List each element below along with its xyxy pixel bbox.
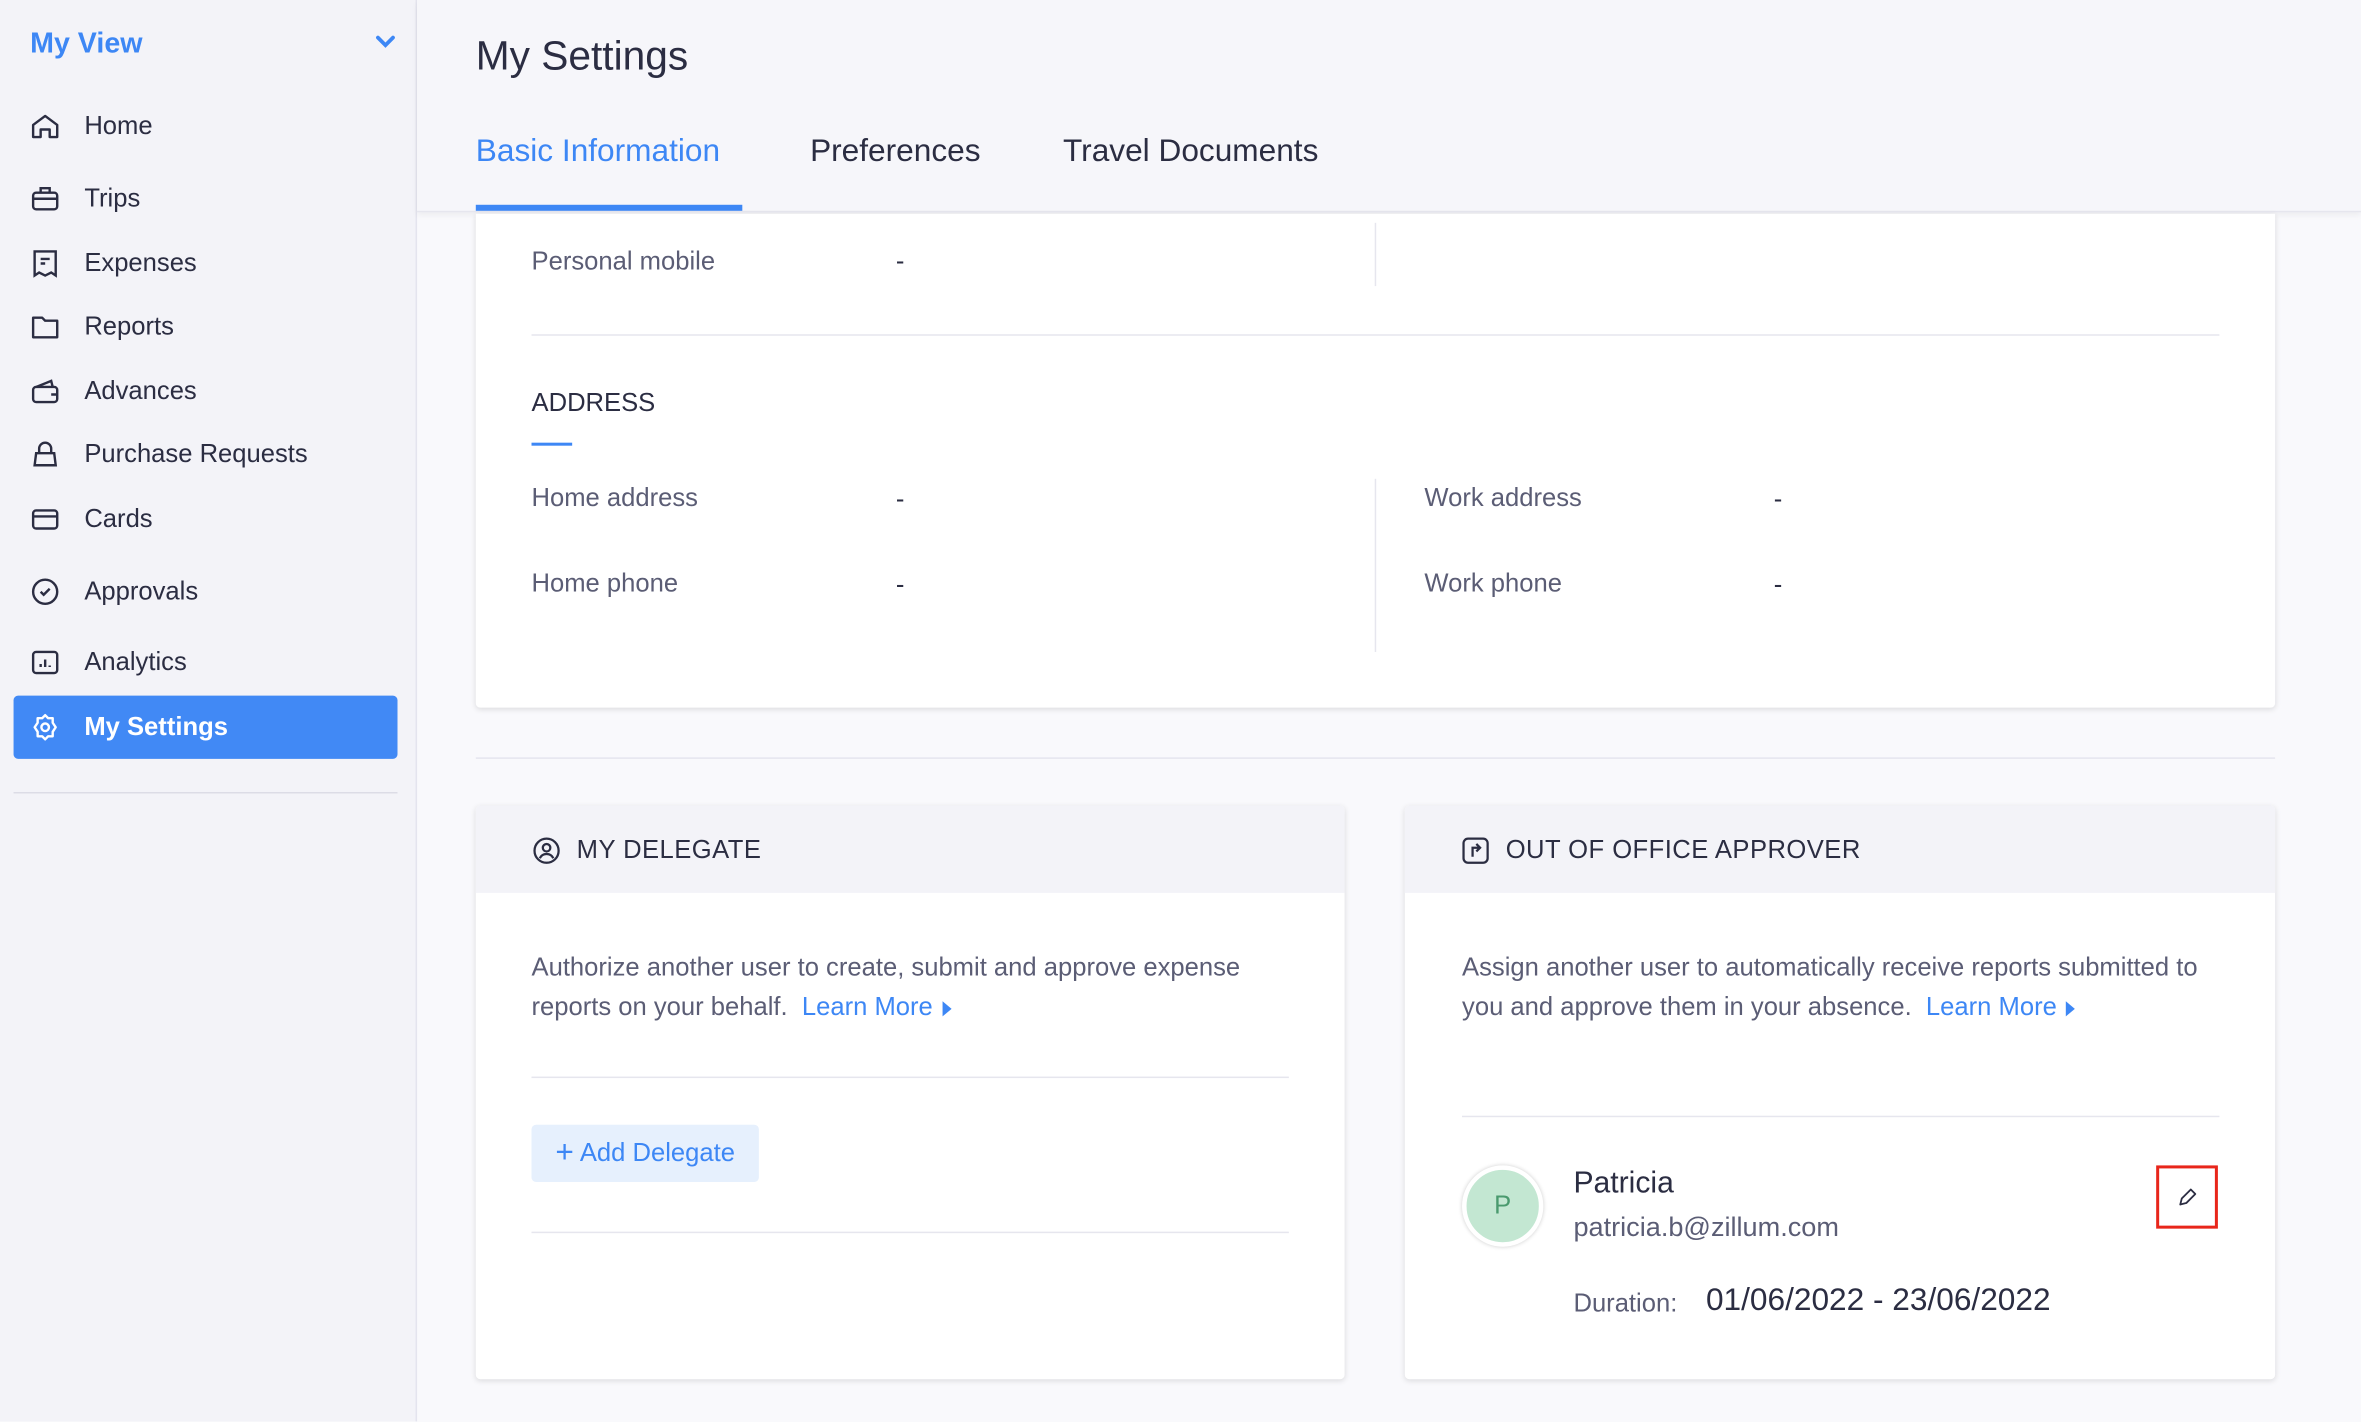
sidebar-item-approvals[interactable]: Approvals <box>14 562 398 622</box>
sidebar-divider <box>13 791 398 794</box>
address-heading: ADDRESS <box>531 388 656 418</box>
page-header <box>417 0 2361 213</box>
personal-mobile-value: - <box>895 246 905 276</box>
tab-travel-documents[interactable]: Travel Documents <box>1063 134 1319 169</box>
add-delegate-label: Add Delegate <box>579 1138 735 1167</box>
delegate-title: MY DELEGATE <box>576 835 762 865</box>
delegate-user-icon <box>533 837 560 864</box>
folder-icon <box>31 316 59 339</box>
sidebar-item-label: Reports <box>84 311 174 341</box>
caret-right-icon <box>941 1000 951 1016</box>
caret-right-icon <box>2065 1000 2075 1016</box>
approver-email: patricia.b@zillum.com <box>1573 1212 1839 1243</box>
briefcase-icon <box>31 187 59 211</box>
work-phone-value: - <box>1773 570 1783 600</box>
chevron-down-icon[interactable] <box>373 30 397 54</box>
chart-icon <box>31 650 59 675</box>
approver-name: Patricia <box>1573 1166 1674 1201</box>
avatar: P <box>1462 1165 1544 1247</box>
home-address-label: Home address <box>531 483 698 512</box>
edit-approver-button[interactable] <box>2156 1165 2218 1229</box>
delegate-description: Authorize another user to create, submit… <box>532 949 1300 1027</box>
sidebar-item-trips[interactable]: Trips <box>14 169 398 229</box>
sidebar-item-my-settings[interactable]: My Settings <box>13 695 398 759</box>
personal-mobile-label: Personal mobile <box>531 246 716 276</box>
ooo-description: Assign another user to automatically rec… <box>1462 949 2215 1027</box>
delegate-learn-more-link[interactable]: Learn More <box>802 992 951 1021</box>
work-address-label: Work address <box>1424 483 1582 512</box>
sidebar-item-label: Trips <box>84 183 141 213</box>
sidebar-item-analytics[interactable]: Analytics <box>14 632 398 692</box>
sidebar-item-label: Advances <box>84 376 197 406</box>
sidebar-item-advances[interactable]: Advances <box>14 361 398 421</box>
sidebar-item-label: Approvals <box>84 576 199 606</box>
home-phone-label: Home phone <box>531 569 679 598</box>
my-delegate-card <box>475 805 1345 1380</box>
sidebar: My View Home Trips Expenses Reports Adva… <box>0 0 418 1422</box>
home-address-value: - <box>895 484 905 514</box>
sidebar-item-reports[interactable]: Reports <box>14 297 398 357</box>
column-divider <box>1374 222 1377 287</box>
learn-more-text: Learn More <box>1925 992 2057 1021</box>
plus-icon: + <box>555 1135 574 1170</box>
ooo-learn-more-link[interactable]: Learn More <box>1926 992 2075 1021</box>
sidebar-item-label: Purchase Requests <box>84 439 308 469</box>
home-icon <box>31 114 59 139</box>
delegate-description-text: Authorize another user to create, submit… <box>531 953 1241 1021</box>
out-of-office-card <box>1404 805 2276 1380</box>
sidebar-item-label: Expenses <box>84 248 197 278</box>
ooo-description-text: Assign another user to automatically rec… <box>1462 953 2198 1021</box>
sidebar-item-expenses[interactable]: Expenses <box>14 233 398 293</box>
bag-icon <box>33 441 58 467</box>
add-delegate-button[interactable]: + Add Delegate <box>531 1124 759 1182</box>
tab-basic-information[interactable]: Basic Information <box>475 134 721 169</box>
home-phone-value: - <box>895 570 905 600</box>
my-view-title[interactable]: My View <box>30 28 143 61</box>
check-circle-icon <box>31 578 59 605</box>
sidebar-item-purchase-requests[interactable]: Purchase Requests <box>14 425 398 485</box>
pencil-icon <box>2178 1188 2196 1206</box>
duration-label: Duration: <box>1573 1288 1678 1318</box>
sidebar-item-label: Home <box>84 111 153 141</box>
divider <box>1462 1115 2220 1118</box>
receipt-icon <box>33 250 57 278</box>
page-title: My Settings <box>475 33 689 79</box>
sidebar-item-label: Cards <box>84 504 153 534</box>
card-icon <box>31 509 59 530</box>
sidebar-item-home[interactable]: Home <box>14 96 398 156</box>
column-divider <box>1374 478 1377 652</box>
work-phone-label: Work phone <box>1424 569 1562 598</box>
learn-more-text: Learn More <box>801 992 933 1021</box>
divider <box>531 1231 1289 1234</box>
sidebar-item-label: My Settings <box>84 712 228 741</box>
redirect-icon <box>1462 837 1489 864</box>
work-address-value: - <box>1773 484 1783 514</box>
sidebar-item-label: Analytics <box>84 647 187 677</box>
card-header <box>475 805 1345 893</box>
duration-value: 01/06/2022 - 23/06/2022 <box>1705 1282 2051 1318</box>
section-divider <box>531 334 2220 336</box>
gear-icon <box>33 714 57 741</box>
active-tab-indicator <box>475 204 743 211</box>
tab-preferences[interactable]: Preferences <box>810 134 981 169</box>
heading-underline <box>531 442 573 446</box>
sidebar-item-cards[interactable]: Cards <box>14 489 398 549</box>
divider <box>531 1076 1289 1079</box>
wallet-icon <box>31 379 59 404</box>
ooo-title: OUT OF OFFICE APPROVER <box>1505 835 1861 865</box>
section-separator <box>475 757 2276 759</box>
card-header <box>1404 805 2276 893</box>
